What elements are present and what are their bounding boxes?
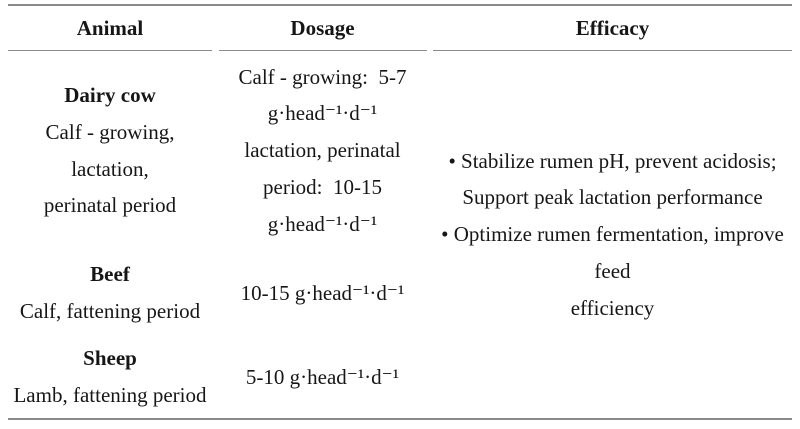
dosage-efficacy-table: Animal Dosage Efficacy Dairy cow Calf - … <box>8 4 792 420</box>
animal-detail-line: Calf, fattening period <box>19 299 201 323</box>
dosage-line: 5-10 g·head⁻¹·d⁻¹ <box>245 364 400 389</box>
efficacy-line: • Stabilize rumen pH, prevent acidosis; <box>448 148 777 173</box>
table-body: Dairy cow Calf - growing, lactation, per… <box>8 51 792 418</box>
column-header-animal: Animal <box>8 6 212 51</box>
animal-detail-line: Lamb, fattening period <box>13 383 207 407</box>
animal-name: Beef <box>90 262 130 287</box>
efficacy-line: Support peak lactation performance <box>462 185 763 210</box>
dosage-cell-sheep: 5-10 g·head⁻¹·d⁻¹ <box>219 336 427 418</box>
dosage-line: 10-15 g·head⁻¹·d⁻¹ <box>240 280 405 305</box>
efficacy-line: efficiency <box>570 295 655 320</box>
animal-detail-line: perinatal period <box>43 193 177 218</box>
animal-cell-beef: Beef Calf, fattening period <box>8 250 212 336</box>
column-header-dosage: Dosage <box>218 6 427 51</box>
animal-cell-dairy-cow: Dairy cow Calf - growing, lactation, per… <box>8 51 212 250</box>
dosage-line: period: 10-15 <box>263 174 382 199</box>
animal-name: Sheep <box>83 346 137 371</box>
dosage-line: lactation, perinatal <box>244 138 401 163</box>
dosage-line: g·head⁻¹·d⁻¹ <box>267 211 378 236</box>
dosage-cell-beef: 10-15 g·head⁻¹·d⁻¹ <box>219 250 427 336</box>
column-header-efficacy: Efficacy <box>433 6 792 51</box>
dosage-line: g·head⁻¹·d⁻¹ <box>267 101 378 126</box>
animal-name: Dairy cow <box>64 83 156 108</box>
table-header-row: Animal Dosage Efficacy <box>8 6 792 51</box>
dosage-line: Calf - growing: 5-7 <box>238 64 407 89</box>
animal-detail-line: Calf - growing, lactation, <box>45 119 180 181</box>
animal-cell-sheep: Sheep Lamb, fattening period <box>8 336 212 418</box>
efficacy-line: • Optimize rumen fermentation, improve f… <box>441 222 790 283</box>
dosage-cell-dairy-cow: Calf - growing: 5-7 g·head⁻¹·d⁻¹ lactati… <box>219 51 427 250</box>
efficacy-cell: • Stabilize rumen pH, prevent acidosis; … <box>433 51 792 418</box>
